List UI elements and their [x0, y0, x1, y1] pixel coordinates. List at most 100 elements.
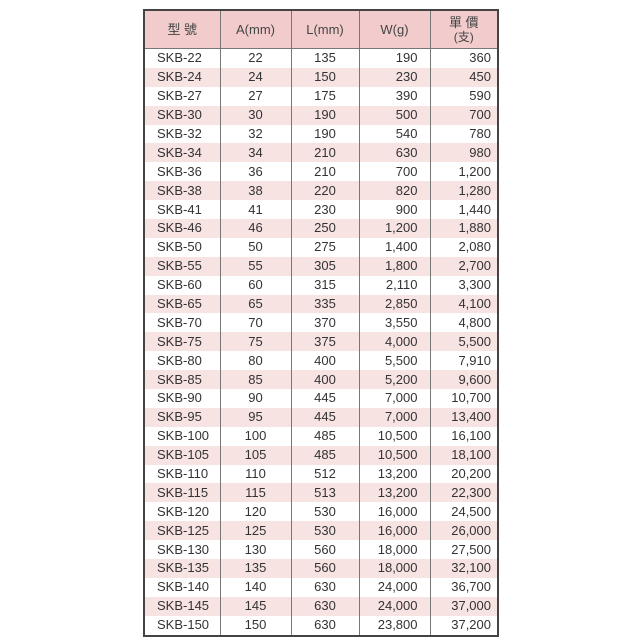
cell-model: SKB-115: [144, 483, 220, 503]
table-row: SKB-105 105 485 10,500 18,100: [144, 445, 498, 465]
header-row: 型 號 A(mm) L(mm) W(g) 單 價 (支): [144, 10, 498, 49]
cell-w-g: 1,200: [358, 219, 430, 238]
cell-w-g: 540: [358, 124, 430, 144]
cell-price: 3,300: [429, 275, 498, 295]
table-row: SKB-24 24 150 230 450: [144, 67, 498, 87]
table-row: SKB-60 60 315 2,110 3,300: [144, 275, 498, 295]
table-row: SKB-34 34 210 630 980: [144, 143, 498, 163]
table-row: SKB-110 110 512 13,200 20,200: [144, 464, 498, 484]
cell-w-g: 820: [358, 181, 430, 201]
cell-price: 27,500: [429, 540, 498, 560]
cell-w-g: 7,000: [358, 407, 430, 427]
cell-model: SKB-135: [144, 559, 220, 578]
cell-l-mm: 190: [290, 105, 359, 125]
cell-price: 4,100: [429, 294, 498, 314]
table-row: SKB-120 120 530 16,000 24,500: [144, 502, 498, 522]
price-table: 型 號 A(mm) L(mm) W(g) 單 價 (支) SKB-22 22 135 1…: [143, 9, 499, 637]
table-row: SKB-30 30 190 500 700: [144, 105, 498, 125]
cell-l-mm: 190: [290, 124, 359, 144]
cell-l-mm: 445: [290, 389, 359, 408]
cell-model: SKB-32: [157, 126, 202, 141]
cell-l-mm: 315: [290, 275, 359, 295]
cell-price: 24,500: [429, 502, 498, 522]
cell-model: SKB-60: [157, 277, 202, 293]
cell-price: 36,700: [429, 577, 498, 597]
cell-w-g: 18,000: [358, 540, 430, 560]
cell-price: 2,080: [429, 237, 498, 257]
cell-a-mm: 22: [219, 48, 291, 68]
cell-w-g: 16,000: [358, 502, 430, 522]
cell-w-g: 630: [358, 143, 430, 163]
header-price-label: 單 價: [448, 14, 479, 30]
cell-l-mm: 445: [290, 407, 359, 427]
cell-l-mm: 335: [290, 294, 359, 314]
table-row: SKB-36 36 210 700 1,200: [144, 162, 498, 182]
table-row: SKB-55 55 305 1,800 2,700: [144, 256, 498, 276]
cell-price: 22,300: [429, 483, 498, 503]
cell-model: SKB-55: [144, 256, 220, 276]
cell-w-g: 18,000: [358, 559, 430, 578]
cell-model: SKB-38: [144, 181, 220, 201]
cell-model: SKB-24: [144, 67, 220, 87]
cell-a-mm: 24: [219, 67, 291, 87]
cell-l-mm: 305: [290, 256, 359, 276]
cell-l-mm: 175: [290, 86, 359, 106]
table-row: SKB-150 150 630 23,800 37,200: [144, 615, 498, 636]
cell-w-g: 23,800: [358, 615, 430, 636]
cell-a-mm: 55: [219, 256, 291, 276]
cell-w-g: 7,000: [358, 389, 430, 408]
cell-l-mm: 513: [290, 483, 359, 503]
cell-price: 9,600: [429, 370, 498, 390]
cell-a-mm: 85: [219, 370, 291, 390]
cell-l-mm: 370: [290, 313, 359, 333]
cell-price: 32,100: [429, 559, 498, 578]
cell-a-mm: 115: [219, 483, 291, 503]
cell-l-mm: 560: [290, 540, 359, 560]
cell-l-mm: 150: [290, 67, 359, 87]
cell-l-mm: 220: [290, 181, 359, 201]
table-row: SKB-22 22 135 190 360: [144, 48, 498, 68]
cell-a-mm: 140: [219, 577, 291, 597]
header-model: 型 號: [144, 10, 220, 49]
cell-a-mm: 32: [219, 124, 291, 144]
cell-a-mm: 90: [219, 389, 291, 408]
table-row: SKB-145 145 630 24,000 37,000: [144, 596, 498, 616]
table-row: SKB-140 140 630 24,000 36,700: [144, 577, 498, 597]
cell-l-mm: 560: [290, 559, 359, 578]
cell-l-mm: 485: [290, 426, 359, 446]
cell-a-mm: 36: [219, 162, 291, 182]
table-row: SKB-27 27 175 390 590: [144, 86, 498, 106]
cell-a-mm: 60: [219, 275, 291, 295]
cell-model: SKB-130: [157, 541, 210, 557]
cell-w-g: 2,850: [358, 294, 430, 314]
cell-w-g: 700: [358, 162, 430, 182]
cell-w-g: 24,000: [358, 577, 430, 597]
cell-model: SKB-80: [157, 352, 202, 368]
cell-model: SKB-85: [144, 370, 220, 390]
cell-model: SKB-34: [144, 143, 220, 163]
table-row: SKB-80 80 400 5,500 7,910: [144, 351, 498, 371]
cell-price: 700: [429, 105, 498, 125]
cell-a-mm: 135: [219, 559, 291, 578]
cell-price: 980: [429, 143, 498, 163]
cell-a-mm: 65: [219, 294, 291, 314]
table-row: SKB-100 100 485 10,500 16,100: [144, 426, 498, 446]
cell-model: SKB-41: [157, 201, 202, 217]
cell-w-g: 230: [358, 67, 430, 87]
cell-l-mm: 210: [290, 162, 359, 182]
cell-price: 5,500: [429, 332, 498, 352]
cell-model: SKB-50: [157, 239, 202, 255]
cell-w-g: 13,200: [358, 483, 430, 503]
cell-a-mm: 27: [219, 86, 291, 106]
cell-w-g: 10,500: [358, 445, 430, 465]
cell-l-mm: 530: [290, 502, 359, 522]
cell-a-mm: 125: [219, 521, 291, 541]
cell-model: SKB-90: [157, 390, 202, 406]
header-price-unit: (支): [453, 29, 474, 44]
cell-l-mm: 630: [290, 577, 359, 597]
cell-a-mm: 100: [219, 426, 291, 446]
table-row: SKB-85 85 400 5,200 9,600: [144, 370, 498, 390]
cell-price: 13,400: [429, 407, 498, 427]
cell-a-mm: 80: [219, 351, 291, 371]
cell-price: 10,700: [429, 389, 498, 408]
